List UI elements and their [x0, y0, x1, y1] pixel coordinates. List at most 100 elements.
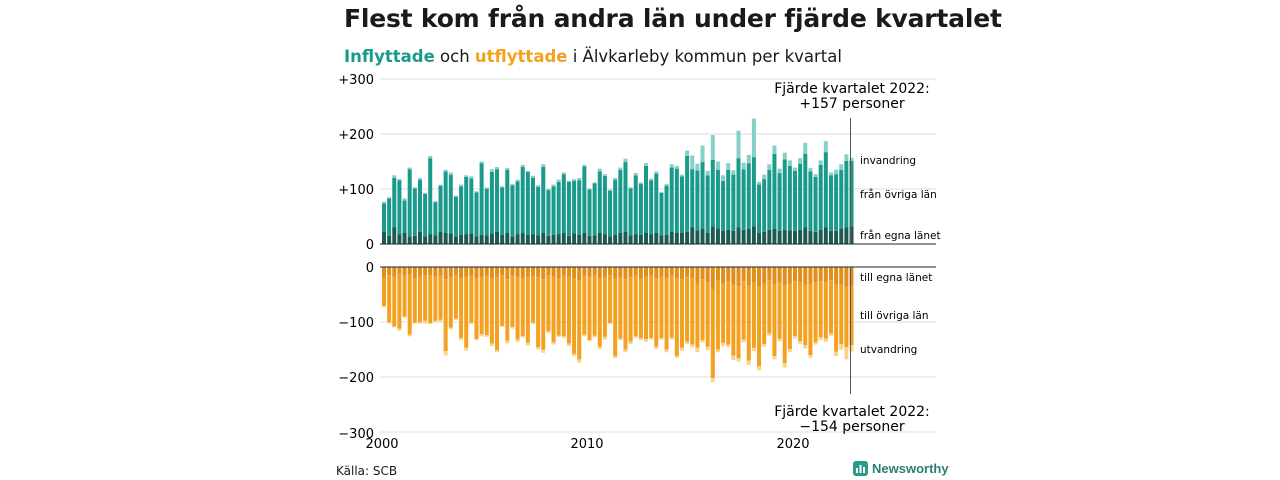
emigration-bar [746, 360, 751, 365]
emigration-bar [690, 344, 695, 348]
outflow-other-bar [448, 276, 453, 328]
outflow-other-bar [402, 275, 407, 317]
inflow-own-bar [382, 231, 387, 244]
immigration-bar [644, 163, 649, 166]
outflow-own-bar [659, 267, 664, 277]
outflow-other-bar [510, 275, 515, 327]
emigration-bar [484, 335, 489, 337]
inflow-own-bar [417, 231, 422, 244]
x-tick-2010: 2010 [570, 437, 603, 452]
inflow-other-bar [633, 175, 638, 235]
outflow-other-bar [669, 275, 674, 338]
emigration-bar [530, 322, 535, 325]
outflow-other-bar [818, 281, 823, 338]
outflow-other-bar [387, 275, 392, 322]
outflow-other-bar [613, 278, 618, 357]
inflow-own-bar [793, 230, 798, 244]
grid-lines [380, 78, 936, 433]
emigration-bar [500, 325, 505, 327]
immigration-bar [407, 167, 412, 170]
outflow-own-bar [751, 267, 756, 283]
inflow-own-bar [500, 234, 505, 244]
outflow-other-bar [592, 275, 597, 336]
inflow-own-bar [566, 235, 571, 244]
outflow-own-bar [582, 267, 587, 276]
inflow-own-bar [407, 236, 412, 244]
inflow-other-bar [536, 186, 541, 236]
outflow-other-bar [572, 278, 577, 354]
emigration-bar [597, 346, 602, 349]
immigration-bar [587, 188, 592, 190]
annotation-top-line2: +157 personer [799, 96, 905, 112]
outflow-other-bar [839, 283, 844, 344]
immigration-bar [592, 182, 597, 184]
emigration-bar [423, 320, 428, 324]
emigration-bar [453, 318, 458, 320]
immigration-bar [438, 184, 443, 186]
inflow-other-bar [592, 183, 597, 236]
inflow-other-bar [690, 169, 695, 228]
outflow-other-bar [582, 275, 587, 335]
outflow-other-bar [551, 276, 556, 343]
x-tick-2000: 2000 [365, 437, 398, 452]
series-label-till-ovriga: till övriga län [860, 310, 929, 322]
outflow-own-bar [679, 267, 684, 280]
outflow-own-bar [397, 267, 402, 275]
immigration-bar [649, 178, 654, 181]
outflow-other-bar [644, 276, 649, 340]
inflow-own-bar [387, 235, 392, 244]
outflow-other-bar [757, 286, 762, 366]
immigration-bar [500, 186, 505, 188]
inflow-own-bar [705, 233, 710, 244]
inflow-other-bar [839, 169, 844, 229]
outflow-other-bar [443, 279, 448, 352]
outflow-own-bar [787, 267, 792, 284]
outflow-own-bar [500, 267, 505, 276]
inflow-other-bar [808, 171, 813, 231]
inflow-own-bar [685, 231, 690, 244]
immigration-bar [505, 168, 510, 170]
emigration-bar [762, 344, 767, 347]
immigration-bar [674, 165, 679, 169]
inflow-own-bar [808, 230, 813, 244]
inflow-other-bar [387, 198, 392, 236]
outflow-other-bar [495, 276, 500, 351]
outflow-own-bar [823, 267, 828, 283]
inflow-other-bar [469, 178, 474, 234]
emigration-bar [438, 319, 443, 322]
inflow-other-bar [844, 160, 849, 228]
y-tick-top-300: +300 [338, 73, 374, 88]
outflow-other-bar [762, 283, 767, 344]
outflow-other-bar [556, 278, 561, 336]
outflow-own-bar [674, 267, 679, 278]
inflow-own-bar [608, 236, 613, 244]
immigration-bar [566, 180, 571, 182]
immigration-bar [808, 168, 813, 172]
inflow-other-bar [772, 153, 777, 229]
immigration-bar [582, 164, 587, 167]
immigration-bar [474, 191, 479, 193]
emigration-bar [536, 347, 541, 350]
immigration-bar [469, 176, 474, 179]
emigration-bar [757, 366, 762, 371]
immigration-bar [623, 158, 628, 163]
emigration-bar [808, 355, 813, 358]
outflow-own-bar [417, 267, 422, 277]
outflow-own-bar [577, 267, 582, 281]
emigration-bar [818, 337, 823, 341]
emigration-bar [602, 336, 607, 340]
immigration-bar [417, 178, 422, 180]
inflow-other-bar [433, 202, 438, 236]
inflow-other-bar [787, 165, 792, 231]
emigration-bar [715, 349, 720, 353]
newsworthy-logo-icon [853, 461, 868, 476]
immigration-bar [787, 160, 792, 166]
outflow-own-bar [597, 267, 602, 278]
emigration-bar [459, 337, 464, 341]
inflow-own-bar [438, 231, 443, 244]
outflow-own-bar [623, 267, 628, 280]
inflow-own-bar [448, 233, 453, 244]
subtitle-connector: och [434, 47, 475, 66]
inflow-own-bar [782, 229, 787, 244]
inflow-own-bar [654, 233, 659, 244]
